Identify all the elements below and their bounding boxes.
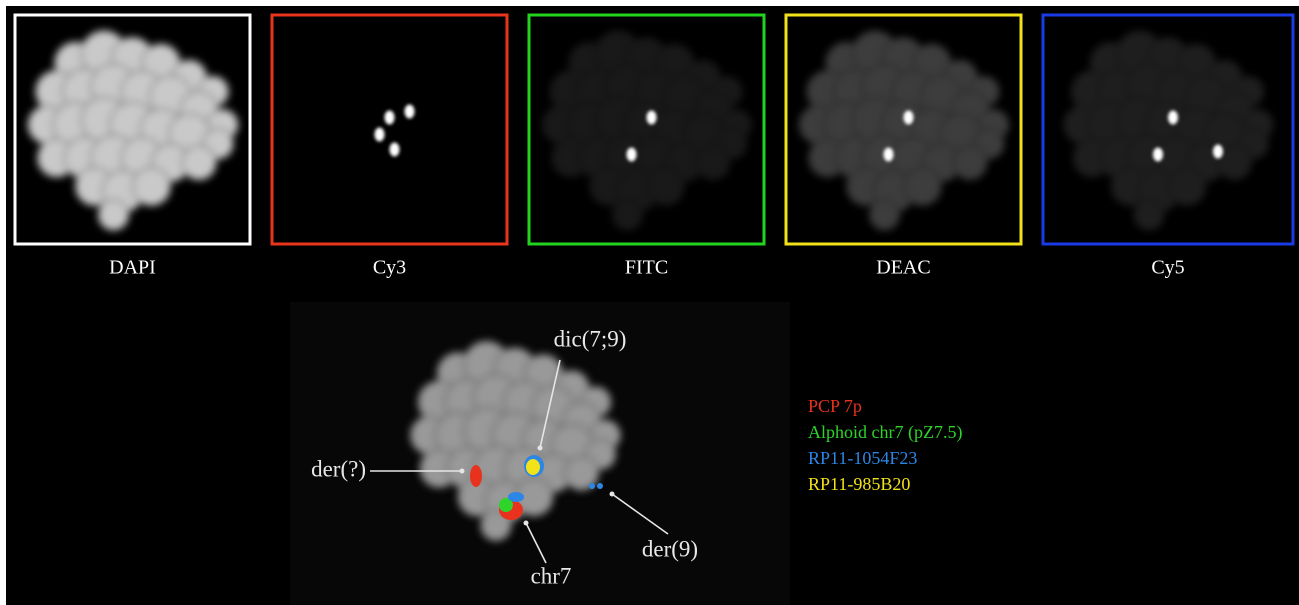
probe-signal [508, 492, 524, 502]
legend-entry: RP11-985B20 [808, 474, 910, 494]
arrow-head [524, 521, 529, 526]
legend-entry: RP11-1054F23 [808, 448, 917, 468]
annotation-label: der(?) [311, 456, 366, 481]
cell [612, 200, 642, 230]
cell [1134, 200, 1164, 230]
panel-label: FITC [625, 257, 668, 279]
arrow-head [538, 446, 543, 451]
cell [904, 168, 942, 206]
signal-spot [385, 111, 395, 125]
signal-spot [884, 148, 894, 162]
annotation-label: der(9) [642, 536, 698, 561]
signal-spot [375, 128, 385, 142]
probe-signal [470, 465, 482, 487]
figure: DAPI Cy3 FITC DEAC Cy5 dic(7;9) der(?) der(9) ch… [0, 0, 1299, 605]
probe-signal [589, 483, 595, 489]
cell [696, 146, 730, 180]
arrow-head [610, 492, 615, 497]
annotation-label: chr7 [531, 563, 572, 588]
panel-label: Cy5 [1151, 257, 1184, 279]
signal-spot [405, 105, 415, 119]
cell [647, 168, 685, 206]
legend-entry: PCP 7p [808, 396, 862, 416]
probe-signal [597, 483, 603, 489]
legend-entry: Alphoid chr7 (pZ7.5) [808, 422, 962, 443]
signal-spot [1168, 111, 1178, 125]
signal-spot [390, 143, 400, 157]
signal-spot [627, 148, 637, 162]
signal-spot [647, 111, 657, 125]
probe-signal [526, 459, 540, 475]
cell [1168, 168, 1206, 206]
cell [953, 146, 987, 180]
signal-spot [1213, 145, 1223, 159]
signal-spot [1153, 148, 1163, 162]
cell [869, 200, 899, 230]
panel-label: Cy3 [373, 257, 406, 279]
panel-label: DEAC [876, 257, 930, 279]
annotation-label: dic(7;9) [554, 326, 627, 351]
cell [133, 168, 171, 206]
panel-label: DAPI [109, 257, 156, 279]
cell [98, 200, 128, 230]
signal-spot [904, 111, 914, 125]
arrow-head [460, 469, 465, 474]
cell [182, 146, 216, 180]
